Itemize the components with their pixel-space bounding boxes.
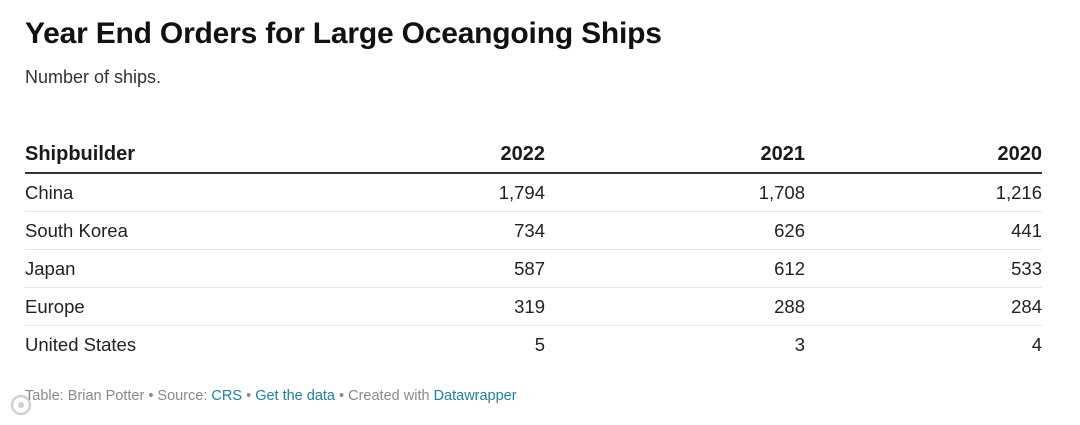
cell-value: 1,794 <box>325 173 545 212</box>
cell-value: 441 <box>805 211 1042 250</box>
chart-subtitle: Number of ships. <box>25 67 162 87</box>
chart-footer: Table: Brian Potter • Source: CRS • Get … <box>25 386 517 406</box>
row-label: China <box>25 173 325 212</box>
cell-value: 1,708 <box>545 173 805 212</box>
row-label: South Korea <box>25 211 325 250</box>
row-label: Europe <box>25 287 325 326</box>
cell-value: 587 <box>325 249 545 288</box>
footer-created-with: • Created with <box>335 388 434 404</box>
row-label: United States <box>25 333 137 355</box>
table-row: China 1,794 1,708 1,216 <box>25 173 1042 212</box>
table-row: Europe 319 288 284 <box>25 287 1042 326</box>
cell-value: 4 <box>1031 333 1042 355</box>
source-link[interactable]: CRS <box>211 388 243 404</box>
cell-value: 5 <box>534 333 545 355</box>
cell-value: 734 <box>325 211 545 250</box>
cell-value: 319 <box>325 287 545 326</box>
cell-value: 288 <box>545 287 805 326</box>
table-row: Japan 587 612 533 <box>25 249 1042 288</box>
cell-value: 533 <box>805 249 1042 288</box>
get-data-link[interactable]: Get the data <box>255 388 335 404</box>
column-header-2022[interactable]: 2022 <box>325 126 545 174</box>
datawrapper-link[interactable]: Datawrapper <box>433 388 517 404</box>
chart-title: Year End Orders for Large Oceangoing Shi… <box>25 17 662 50</box>
cell-value: 3 <box>794 333 805 355</box>
cell-value: 626 <box>545 211 805 250</box>
column-header-2020[interactable]: 2020 <box>805 126 1042 174</box>
cell-value: 1,216 <box>805 173 1042 212</box>
row-label: Japan <box>25 249 325 288</box>
cell-value: 284 <box>805 287 1042 326</box>
chart-container: Year End Orders for Large Oceangoing Shi… <box>25 14 1042 363</box>
table-row: United States 5 3 4 <box>25 326 1042 364</box>
footer-separator: • <box>242 388 256 404</box>
column-header-2021[interactable]: 2021 <box>545 126 805 174</box>
table-header-row: Shipbuilder 2022 2021 2020 <box>25 126 1042 174</box>
column-header-shipbuilder[interactable]: Shipbuilder <box>25 126 325 174</box>
table-row: South Korea 734 626 441 <box>25 211 1042 250</box>
footer-credit: Table: Brian Potter • Source: <box>25 388 212 404</box>
data-table: Shipbuilder 2022 2021 2020 China 1,794 1… <box>25 126 1042 363</box>
cell-value: 612 <box>545 249 805 288</box>
